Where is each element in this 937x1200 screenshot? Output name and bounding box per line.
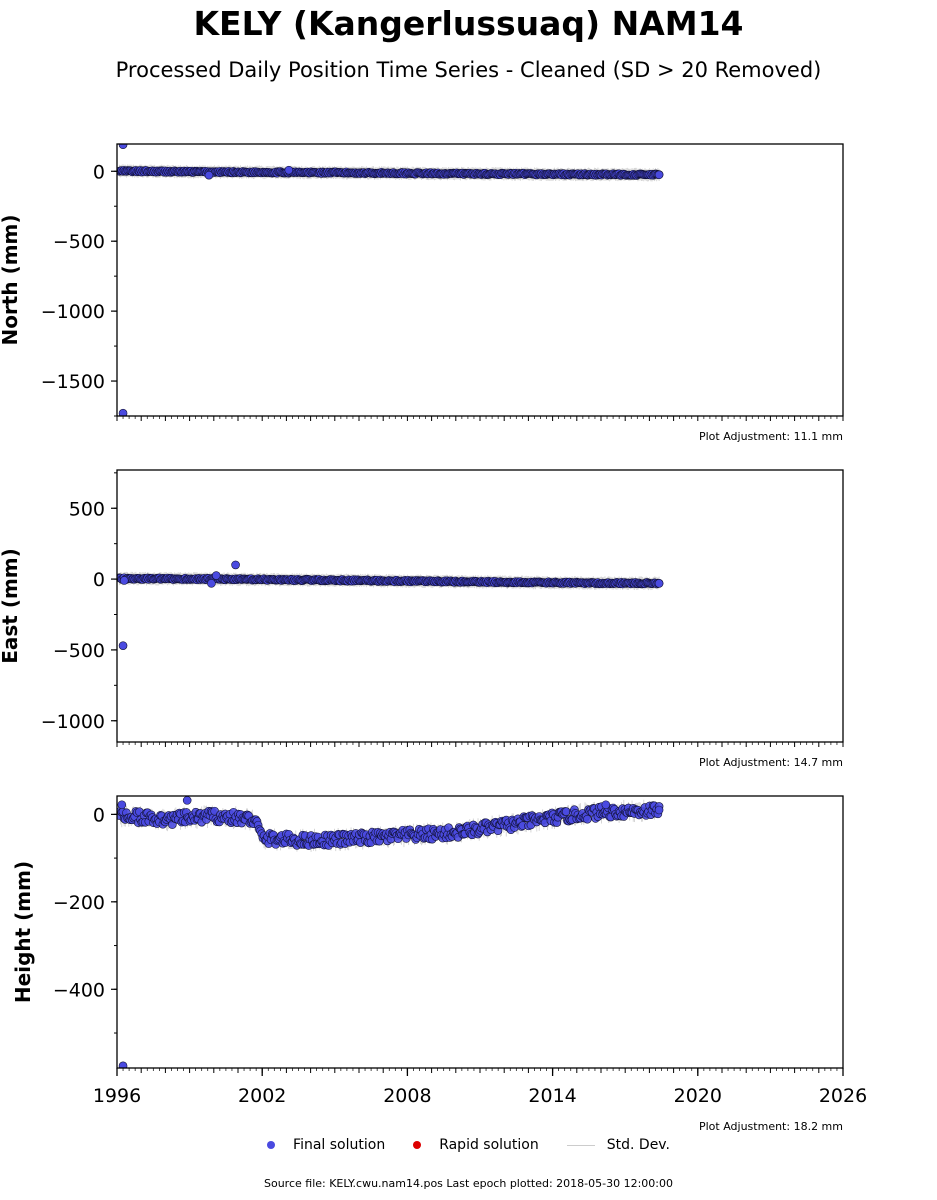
y-tick-label: 0 — [93, 804, 105, 826]
legend-std: Std. Dev. — [566, 1137, 670, 1153]
plot-adjustment-note: Plot Adjustment: 14.7 mm — [699, 756, 843, 769]
plot-frame — [116, 143, 844, 417]
outlier-point — [118, 144, 128, 149]
outlier-point — [119, 576, 129, 585]
outlier-point — [182, 796, 192, 805]
y-tick-label: −500 — [53, 231, 105, 253]
legend-final: Final solution — [267, 1137, 385, 1153]
y-tick-label: 0 — [93, 569, 105, 591]
legend-rapid-label: Rapid solution — [439, 1137, 539, 1153]
legend-std-marker — [566, 1144, 595, 1146]
y-tick-label: −200 — [53, 892, 105, 914]
panel-2: 0 −200 −400 Height (mm) 1996 2002 2008 2014 2020… — [11, 795, 867, 1133]
outlier-point — [207, 579, 216, 588]
data-point — [583, 814, 592, 824]
y-axis-label: North (mm) — [0, 214, 22, 345]
outlier-point — [654, 805, 664, 815]
legend-final-label: Final solution — [293, 1137, 386, 1153]
legend-std-label: Std. Dev. — [606, 1137, 670, 1153]
panel-1: 500 0 −500 −1000 East (mm) Plot Adjustment: 1… — [0, 469, 844, 769]
y-tick-label: 500 — [69, 498, 105, 520]
outlier-point — [211, 571, 221, 580]
y-tick-label: −1500 — [41, 371, 105, 393]
x-tick-label: 2020 — [674, 1085, 722, 1107]
y-axis-label: East (mm) — [0, 548, 22, 664]
outlier-point — [117, 800, 127, 810]
outlier-point — [118, 408, 128, 416]
plot-adjustment-note: Plot Adjustment: 11.1 mm — [699, 430, 843, 443]
outlier-point — [231, 560, 240, 570]
plot-adjustment-note: Plot Adjustment: 18.2 mm — [699, 1120, 843, 1133]
y-tick-label: −400 — [53, 979, 105, 1001]
panel-0: 0 −500 −1000 −1500 North (mm) Plot Adjustment… — [0, 143, 844, 443]
outlier-point — [204, 170, 214, 180]
outlier-point — [118, 641, 128, 650]
series-points-1 — [117, 560, 664, 650]
series-points-2 — [117, 796, 664, 1068]
y-tick-label: −1000 — [41, 711, 105, 733]
plot-frame — [116, 469, 844, 743]
y-tick-label: −500 — [53, 640, 105, 662]
legend-rapid-marker — [413, 1141, 422, 1149]
outlier-point — [601, 800, 611, 810]
y-tick-label: −1000 — [41, 301, 105, 323]
outlier-point — [654, 579, 664, 588]
legend: Final solution Rapid solution Std. Dev. — [0, 1137, 937, 1153]
x-tick-label: 2026 — [819, 1085, 867, 1107]
outlier-point — [284, 165, 294, 175]
outlier-point — [654, 170, 664, 180]
series-points-0 — [117, 144, 664, 416]
y-tick-label: 0 — [93, 161, 105, 183]
x-tick-label: 2008 — [383, 1085, 431, 1107]
chart-title: KELY (Kangerlussuaq) NAM14 — [193, 4, 744, 43]
legend-final-marker — [267, 1141, 276, 1149]
source-note: Source file: KELY.cwu.nam14.pos Last epo… — [263, 1177, 673, 1190]
x-tick-label: 2002 — [238, 1085, 286, 1107]
outlier-point — [118, 1061, 128, 1068]
x-tick-label: 1996 — [93, 1085, 141, 1107]
legend-rapid: Rapid solution — [413, 1137, 539, 1153]
y-axis-label: Height (mm) — [11, 861, 35, 1003]
chart-subtitle: Processed Daily Position Time Series - C… — [115, 58, 822, 82]
x-tick-label: 2014 — [528, 1085, 576, 1107]
